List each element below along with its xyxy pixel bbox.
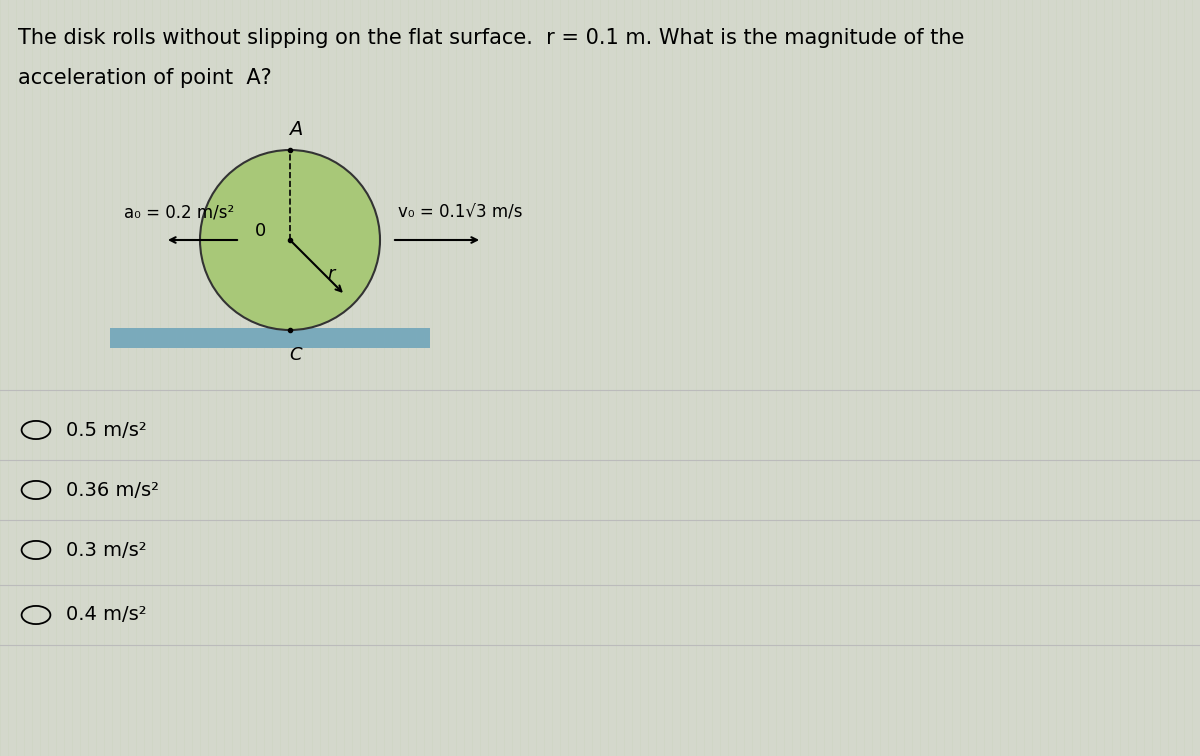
Text: C: C [289,346,302,364]
Text: 0.36 m/s²: 0.36 m/s² [66,481,158,500]
Text: 0: 0 [254,222,265,240]
Text: 0.4 m/s²: 0.4 m/s² [66,606,146,624]
Text: v₀ = 0.1√3 m/s: v₀ = 0.1√3 m/s [398,203,522,221]
Ellipse shape [200,150,380,330]
FancyBboxPatch shape [110,328,430,348]
Text: acceleration of point  A?: acceleration of point A? [18,68,271,88]
Text: 0.5 m/s²: 0.5 m/s² [66,420,146,439]
Text: The disk rolls without slipping on the flat surface.  r = 0.1 m. What is the mag: The disk rolls without slipping on the f… [18,28,965,48]
Text: r: r [328,265,335,283]
Text: A: A [289,120,302,139]
Text: a₀ = 0.2 m/s²: a₀ = 0.2 m/s² [124,203,234,221]
Text: 0.3 m/s²: 0.3 m/s² [66,541,146,559]
